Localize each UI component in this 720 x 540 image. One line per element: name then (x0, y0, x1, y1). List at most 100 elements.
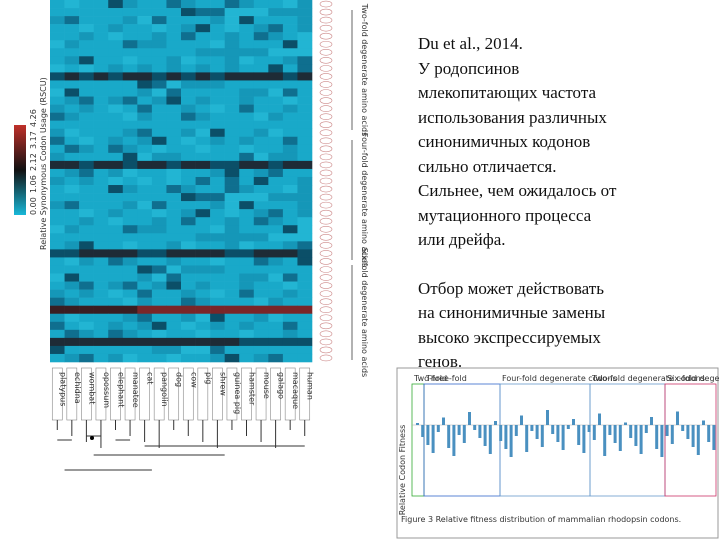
heatmap-cell (151, 48, 167, 57)
heatmap-cell (137, 128, 153, 138)
heatmap-cell (210, 48, 225, 57)
heatmap-cell (210, 265, 225, 274)
heatmap-cell (210, 120, 225, 130)
heatmap-cell (297, 257, 313, 266)
heatmap-cell (181, 128, 196, 138)
heatmap-cell (268, 104, 284, 113)
heatmap-cell (224, 32, 240, 41)
species-label: hamster (248, 372, 257, 406)
heatmap-cell (282, 225, 298, 234)
heatmap-cell (181, 32, 196, 41)
heatmap-cell (297, 24, 313, 33)
heatmap-cell (50, 289, 65, 298)
heatmap-cell (297, 337, 313, 347)
spacer (418, 253, 616, 277)
heatmap-cell (79, 201, 94, 210)
heatmap-cell (253, 152, 269, 162)
heatmap-cell (181, 249, 196, 258)
heatmap-cell (195, 136, 211, 146)
heatmap-cell (282, 345, 298, 355)
heatmap-cell (93, 353, 109, 363)
heatmap-cell (253, 233, 269, 242)
heatmap-cell (239, 185, 255, 194)
heatmap-cell (282, 337, 298, 347)
codon-marker (319, 73, 333, 80)
heatmap-cell (210, 249, 225, 258)
heatmap-cell (64, 273, 80, 282)
text-line: синонимичных кодонов (418, 132, 591, 151)
heatmap-cell (122, 209, 138, 218)
heatmap-cell (79, 193, 94, 202)
heatmap-cell (195, 201, 211, 210)
heatmap-cell (151, 128, 167, 138)
heatmap-cell (166, 217, 182, 226)
heatmap-cell (137, 273, 153, 282)
heatmap-cell (210, 297, 225, 306)
heatmap-cell (210, 185, 225, 194)
heatmap-cell (93, 257, 109, 266)
heatmap-cell (239, 257, 255, 266)
colorbar-tick: 1.06 (29, 175, 38, 193)
heatmap-cell (122, 120, 138, 130)
heatmap-cell (239, 233, 255, 242)
heatmap-cell (166, 160, 182, 170)
heatmap-cell (195, 353, 211, 363)
inset-bar (421, 425, 425, 437)
heatmap-cell (166, 104, 182, 113)
heatmap-cell (224, 24, 240, 33)
heatmap-cell (137, 168, 153, 178)
heatmap-cell (297, 201, 313, 210)
heatmap-cell (137, 321, 153, 331)
heatmap-cell (93, 88, 109, 97)
heatmap-cell (122, 233, 138, 242)
inset-panel-label: Two-fold degenerate codons (591, 374, 705, 383)
heatmap-cell (224, 321, 240, 331)
heatmap-cell (50, 64, 65, 73)
heatmap-cell (268, 64, 284, 73)
heatmap-cell (166, 88, 182, 97)
heatmap-cell (50, 160, 65, 170)
heatmap-cell (195, 257, 211, 266)
heatmap-cell (137, 329, 153, 339)
axis-label: Relative Synonymous Codon Usage (RSCU) (39, 77, 48, 250)
heatmap-cell (122, 193, 138, 202)
heatmap-cell (151, 104, 167, 113)
heatmap-cell (166, 281, 182, 290)
heatmap-cell (210, 281, 225, 290)
colorbar-tick: 0.00 (29, 197, 38, 215)
heatmap-cell (108, 265, 124, 274)
heatmap-cell (181, 241, 196, 250)
heatmap-cell (253, 144, 269, 154)
heatmap-cell (64, 104, 80, 113)
heatmap-cell (166, 265, 182, 274)
inset-bar (447, 425, 451, 448)
heatmap-cell (268, 289, 284, 298)
heatmap-cell (282, 72, 298, 81)
heatmap-cell (195, 80, 211, 89)
heatmap-cell (181, 217, 196, 226)
heatmap-cell (151, 160, 167, 170)
heatmap-cell (224, 305, 240, 315)
inset-bar (514, 425, 518, 436)
heatmap-cell (210, 168, 225, 178)
heatmap-cell (210, 193, 225, 202)
heatmap-cell (166, 241, 182, 250)
heatmap-cell (93, 72, 109, 81)
heatmap-cell (166, 225, 182, 234)
inset-bar (494, 421, 497, 425)
heatmap-cell (195, 16, 211, 25)
species-label: echidna (73, 372, 82, 404)
codon-marker (319, 16, 333, 24)
heatmap-cell (253, 353, 269, 363)
heatmap-cell (122, 160, 138, 170)
heatmap-cell (64, 193, 80, 202)
heatmap-cell (253, 72, 269, 81)
heatmap-cell (268, 8, 284, 17)
heatmap-cell (151, 56, 167, 65)
heatmap-cell (50, 337, 65, 347)
heatmap-cell (166, 345, 182, 355)
heatmap-cell (195, 337, 211, 347)
heatmap-cell (50, 96, 65, 105)
heatmap-cell (137, 56, 153, 65)
heatmap-cell (297, 273, 313, 282)
